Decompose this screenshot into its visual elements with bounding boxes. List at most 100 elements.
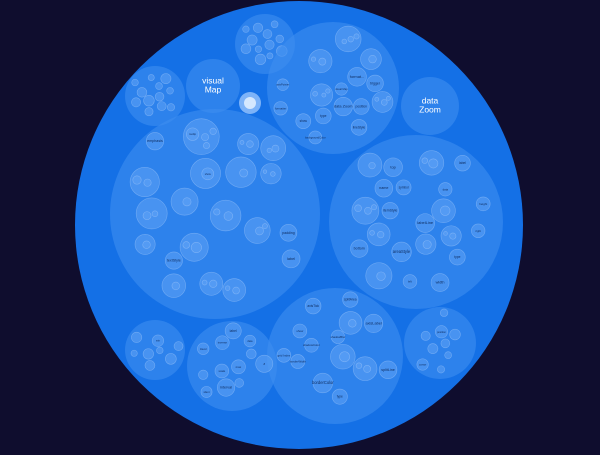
toolbox-leaf[interactable] [156, 346, 164, 355]
yAxis-sub-leaf[interactable] [354, 204, 362, 212]
xAxis-sub-leaf[interactable] [262, 223, 268, 229]
toolbox-leaf[interactable] [144, 360, 156, 371]
xAxis-sub-leaf[interactable] [132, 175, 142, 185]
toolbox-leaf[interactable] [130, 349, 138, 357]
tooltip-leaf[interactable] [166, 103, 175, 112]
brush-leaf[interactable] [243, 334, 257, 348]
xAxis-sub-leaf[interactable] [190, 242, 202, 254]
legend-leaf[interactable] [350, 119, 368, 136]
geo-leaf[interactable] [437, 365, 445, 374]
yAxis-leaf[interactable] [430, 273, 450, 292]
xAxis-leaf[interactable] [279, 224, 298, 242]
tooltip-leaf[interactable] [166, 87, 174, 95]
brush-leaf[interactable] [197, 342, 210, 355]
xAxis-sub-leaf[interactable] [209, 279, 218, 288]
xAxis-sub-leaf[interactable] [182, 241, 191, 249]
yAxis-leaf[interactable] [391, 241, 412, 263]
legend-sub-leaf[interactable] [325, 88, 331, 94]
series-leaf[interactable] [275, 34, 284, 44]
yAxis-leaf[interactable] [402, 274, 418, 289]
node-data-zoom[interactable] [401, 77, 459, 135]
tooltip-leaf[interactable] [147, 74, 155, 81]
yAxis-sub-leaf[interactable] [364, 207, 372, 215]
geo-leaf[interactable] [439, 308, 449, 317]
legend-sub-leaf[interactable] [321, 92, 327, 98]
series-leaf[interactable] [262, 29, 273, 39]
toolbox-leaf[interactable] [173, 341, 184, 351]
xAxis-sub-leaf[interactable] [223, 211, 234, 221]
toolbox-leaf[interactable] [142, 348, 154, 360]
legend-sub-leaf[interactable] [310, 56, 317, 62]
yAxis-sub-leaf[interactable] [371, 204, 377, 211]
toolbox-leaf[interactable] [131, 331, 143, 343]
tooltip-leaf[interactable] [144, 107, 154, 117]
toolbox-leaf[interactable] [165, 353, 177, 365]
brush-leaf[interactable] [231, 359, 246, 375]
brush-leaf[interactable] [224, 322, 242, 340]
yAxis-leaf[interactable] [383, 157, 403, 177]
xAxis-sub-leaf[interactable] [270, 171, 276, 177]
xAxis-leaf[interactable] [183, 118, 220, 155]
legend-sub-leaf[interactable] [341, 38, 347, 45]
yAxis-leaf[interactable] [374, 179, 394, 198]
grid-leaf[interactable] [305, 297, 322, 315]
legend-leaf[interactable] [315, 107, 332, 125]
yAxis-sub-leaf[interactable] [443, 231, 448, 236]
yAxis-sub-leaf[interactable] [376, 271, 386, 281]
tooltip-leaf[interactable] [155, 82, 163, 90]
yAxis-leaf[interactable] [395, 179, 412, 196]
grid-leaf[interactable] [290, 354, 306, 369]
xAxis-sub-leaf[interactable] [186, 127, 200, 141]
grid-sub-leaf[interactable] [339, 351, 350, 363]
xAxis-sub-leaf[interactable] [266, 147, 272, 153]
series-leaf[interactable] [252, 22, 264, 33]
brush-leaf[interactable] [234, 378, 244, 388]
series-leaf[interactable] [254, 45, 262, 53]
xAxis-sub-leaf[interactable] [182, 197, 192, 207]
brush-leaf[interactable] [200, 386, 213, 398]
legend-leaf[interactable] [366, 74, 384, 93]
geo-leaf[interactable] [434, 325, 448, 339]
node-glow-core[interactable] [244, 97, 256, 109]
grid-leaf[interactable] [330, 329, 345, 344]
brush-leaf[interactable] [215, 335, 230, 350]
grid-leaf[interactable] [331, 388, 348, 405]
geo-leaf[interactable] [444, 351, 452, 359]
geo-leaf[interactable] [440, 338, 451, 349]
xAxis-sub-leaf[interactable] [142, 211, 152, 220]
xAxis-sub-leaf[interactable] [203, 142, 210, 150]
legend-leaf[interactable] [347, 67, 367, 87]
legend-sub-leaf[interactable] [318, 57, 327, 66]
brush-leaf[interactable] [216, 378, 236, 397]
geo-leaf[interactable] [449, 328, 461, 341]
grid-leaf[interactable] [342, 291, 359, 308]
grid-leaf[interactable] [276, 348, 292, 363]
grid-leaf[interactable] [364, 313, 384, 333]
yAxis-leaf[interactable] [454, 154, 471, 172]
grid-sub-leaf[interactable] [348, 319, 357, 328]
legend-leaf[interactable] [353, 98, 370, 115]
tooltip-leaf[interactable] [156, 101, 167, 111]
grid-leaf[interactable] [312, 372, 333, 394]
yAxis-leaf[interactable] [449, 248, 466, 266]
yAxis-sub-leaf[interactable] [428, 158, 439, 169]
series-leaf[interactable] [254, 53, 267, 65]
yAxis-leaf[interactable] [350, 239, 369, 258]
series-leaf[interactable] [266, 52, 274, 60]
xAxis-sub-leaf[interactable] [142, 240, 151, 249]
xAxis-sub-leaf[interactable] [201, 133, 209, 142]
yAxis-sub-leaf[interactable] [440, 205, 451, 216]
brush-leaf[interactable] [214, 363, 230, 379]
grid-leaf[interactable] [292, 323, 308, 339]
series-leaf[interactable] [264, 39, 275, 50]
grid-sub-leaf[interactable] [355, 362, 363, 369]
xAxis-sub-leaf[interactable] [262, 169, 268, 174]
node-visual-map[interactable] [186, 59, 240, 113]
legend-leaf[interactable] [333, 96, 353, 117]
tooltip-leaf[interactable] [154, 92, 165, 102]
yAxis-leaf[interactable] [381, 202, 399, 220]
yAxis-sub-leaf[interactable] [368, 162, 376, 170]
xAxis-sub-leaf[interactable] [239, 140, 245, 145]
